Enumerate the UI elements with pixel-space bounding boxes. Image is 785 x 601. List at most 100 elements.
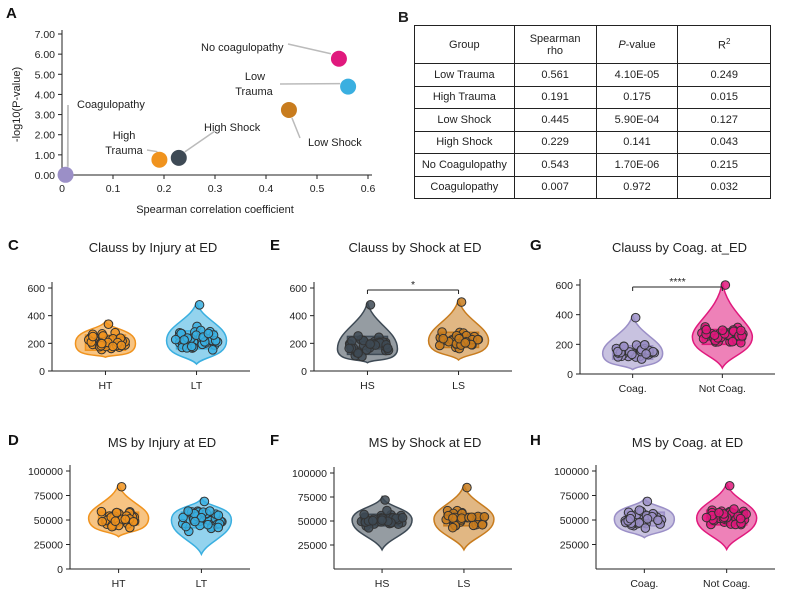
data-point xyxy=(181,521,191,532)
y-tick-label: 2.00 xyxy=(35,130,56,142)
data-point xyxy=(203,519,213,530)
violin-chart-g: G Clauss by Coag. at_ED 0 200 400 600 Coag. Not… xyxy=(530,237,775,395)
data-point xyxy=(353,348,363,359)
data-point xyxy=(203,328,214,339)
data-point xyxy=(438,333,449,344)
data-point xyxy=(344,343,354,354)
y-tick-label: 0 xyxy=(39,366,45,378)
annotation-leader-line xyxy=(184,130,216,153)
header-p-value: P-value xyxy=(595,25,679,64)
data-point xyxy=(179,335,189,345)
data-point xyxy=(634,505,645,516)
y-tick-label: 25000 xyxy=(560,540,589,552)
data-point xyxy=(365,300,376,310)
table-cell: 0.141 xyxy=(595,130,679,154)
table-cell: High Shock xyxy=(414,130,515,154)
data-point xyxy=(382,505,392,516)
data-point xyxy=(724,480,735,491)
table-cell: 4.10E-05 xyxy=(595,63,679,87)
y-tick-label: 200 xyxy=(289,338,307,350)
data-point xyxy=(709,330,720,341)
chart-title: MS by Injury at ED xyxy=(108,435,216,450)
header-r: R xyxy=(718,39,726,52)
table-cell: 0.007 xyxy=(513,175,597,199)
y-tick-label: 100000 xyxy=(554,466,589,478)
annotation-low-trauma-1: Low xyxy=(245,71,265,83)
data-point xyxy=(213,522,224,533)
data-point xyxy=(199,496,210,507)
data-point xyxy=(183,506,193,516)
data-point xyxy=(477,519,488,530)
annotation-leader-line xyxy=(291,117,301,139)
y-tick-label: 0 xyxy=(567,369,573,381)
table-row: High Trauma 0.191 0.175 0.015 xyxy=(414,85,771,109)
data-point xyxy=(330,50,347,67)
data-point xyxy=(735,513,746,524)
data-point xyxy=(653,515,663,526)
annotation-high-shock: High Shock xyxy=(204,122,261,134)
data-point xyxy=(96,338,107,349)
table-cell: 0.561 xyxy=(513,63,597,87)
annotation-high-trauma-1: High xyxy=(113,130,136,142)
x-tick-label: HS xyxy=(360,380,375,392)
panel-letter-d: D xyxy=(8,432,19,449)
data-point xyxy=(612,346,623,357)
y-tick-label: 600 xyxy=(555,280,573,292)
chart-title: MS by Shock at ED xyxy=(369,435,482,450)
data-point xyxy=(472,334,483,345)
violin-Not Coag. xyxy=(691,281,754,370)
scatter-chart-a: A 0.00 1.00 2.00 3.00 4.00 5.00 6.00 7.00 0 0.1 0.… xyxy=(6,5,375,216)
data-point xyxy=(720,280,731,290)
data-point xyxy=(103,319,114,329)
panel-letter-f: F xyxy=(270,432,279,449)
data-point xyxy=(194,300,205,310)
data-point xyxy=(460,338,471,348)
table-row: No Coagulopathy 0.543 1.70E-06 0.215 xyxy=(414,153,771,177)
data-point xyxy=(627,349,637,360)
data-point xyxy=(701,512,712,523)
table-row: Low Trauma 0.561 4.10E-05 0.249 xyxy=(414,63,771,87)
data-point xyxy=(625,513,636,524)
table-cell: 0.229 xyxy=(513,130,597,154)
header-rho-line1: Spearman xyxy=(529,32,581,45)
table-cell: No Coagulopathy xyxy=(414,153,515,177)
data-point xyxy=(213,510,224,521)
y-tick-label: 75000 xyxy=(34,491,63,503)
data-point xyxy=(280,101,297,118)
y-tick-label: 200 xyxy=(27,338,45,350)
x-tick-label: Not Coag. xyxy=(703,578,750,590)
data-point xyxy=(207,345,218,355)
chart-title: Clauss by Shock at ED xyxy=(349,240,482,255)
data-point xyxy=(353,331,363,341)
data-point xyxy=(468,520,479,531)
data-point xyxy=(190,516,200,527)
table-cell: 0.972 xyxy=(595,175,679,199)
x-tick-label: LS xyxy=(458,578,471,590)
y-tick-label: 400 xyxy=(555,310,573,322)
y-tick-label: 600 xyxy=(27,283,45,295)
y-tick-label: 100000 xyxy=(292,468,327,480)
x-tick-label: 0.2 xyxy=(157,183,172,195)
table-row: High Shock 0.229 0.141 0.043 xyxy=(414,130,771,154)
x-axis-label: Spearman correlation coefficient xyxy=(136,204,294,216)
y-tick-label: 1.00 xyxy=(35,150,56,162)
data-point xyxy=(736,325,746,336)
data-point xyxy=(377,515,387,525)
table-cell: Coagulopathy xyxy=(414,175,515,199)
annotation-high-trauma-2: Trauma xyxy=(105,145,143,157)
table-cell: 0.175 xyxy=(595,85,679,109)
y-tick-label: 200 xyxy=(555,339,573,351)
data-point xyxy=(178,512,188,523)
data-point xyxy=(120,514,131,525)
annotation-coagulopathy: Coagulopathy xyxy=(77,99,145,111)
table-cell: 0.191 xyxy=(513,85,597,109)
chart-title: Clauss by Coag. at_ED xyxy=(612,240,747,255)
data-point xyxy=(97,516,108,527)
x-tick-label: LS xyxy=(452,380,465,392)
x-tick-label: LT xyxy=(191,380,203,392)
data-point xyxy=(116,481,127,492)
y-tick-label: 0 xyxy=(301,366,307,378)
annotation-leader-line xyxy=(287,43,332,55)
data-point xyxy=(186,341,197,352)
data-point xyxy=(639,339,650,350)
